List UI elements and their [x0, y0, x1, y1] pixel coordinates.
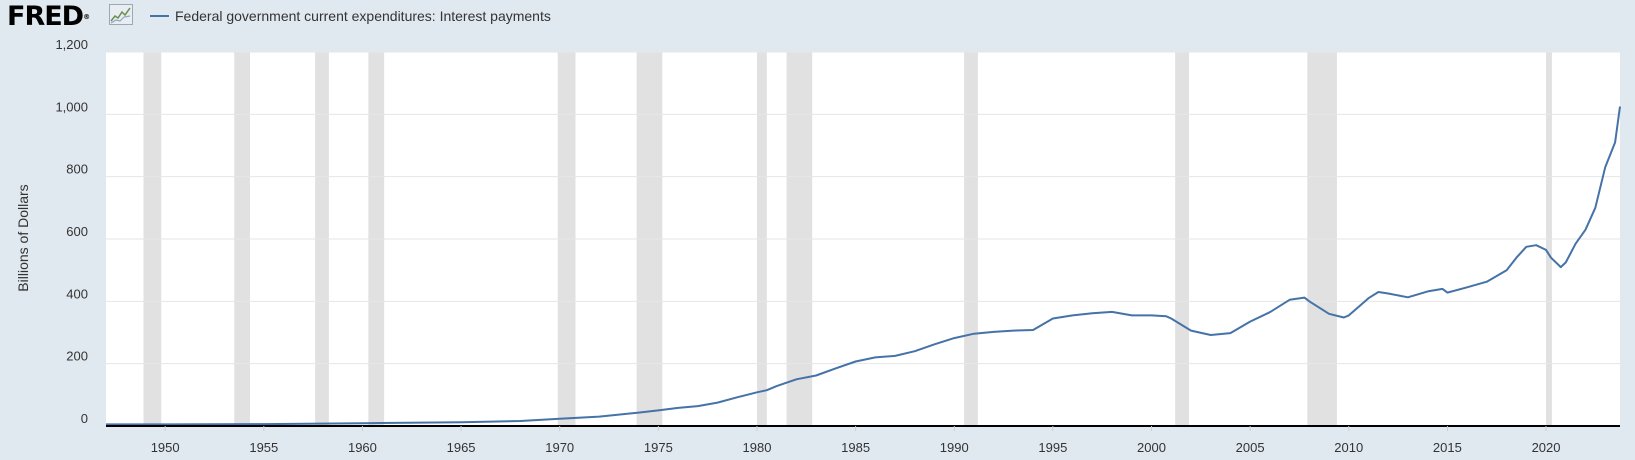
y-tick-label: 400: [66, 286, 88, 301]
x-tick-label: 2010: [1334, 440, 1363, 455]
gridlines: [106, 51, 1620, 365]
x-tick-label: 1975: [644, 440, 673, 455]
x-tick-label: 2015: [1433, 440, 1462, 455]
x-tick-label: 2005: [1236, 440, 1265, 455]
x-tick-label: 1995: [1038, 440, 1067, 455]
x-tick-label: 1980: [743, 440, 772, 455]
x-tick-label: 1985: [841, 440, 870, 455]
fred-logo-text: FRED: [7, 1, 84, 32]
x-tick-label: 1965: [447, 440, 476, 455]
y-tick-label: 1,000: [55, 99, 88, 114]
registered-mark: ®: [83, 13, 91, 21]
x-tick-label: 1990: [940, 440, 969, 455]
x-tick-label: 2000: [1137, 440, 1166, 455]
x-tick-label: 1950: [151, 440, 180, 455]
x-tick-label: 1970: [545, 440, 574, 455]
line-graph-icon: [109, 4, 133, 25]
y-tick-label: 0: [81, 411, 88, 426]
series-layer: [106, 106, 1621, 426]
y-tick-label: 600: [66, 224, 88, 239]
y-axis-label: Billions of Dollars: [15, 184, 31, 291]
y-tick-labels: 0 200 400 600 800 1,000 1,200: [55, 37, 88, 426]
y-tick-label: 800: [66, 162, 88, 177]
legend-label: Federal government current expenditures:…: [175, 8, 551, 24]
x-tick-labels: 1950 1955 1960 1965 1970 1975 1980 1985 1990 1995…: [151, 426, 1561, 455]
fred-logo[interactable]: FRED®: [7, 1, 90, 33]
x-tick-label: 1955: [249, 440, 278, 455]
chart-header: FRED® Federal government current expendi…: [0, 0, 1635, 34]
series-line-0: [106, 106, 1621, 426]
x-tick-label: 1960: [348, 440, 377, 455]
y-tick-label: 200: [66, 349, 88, 364]
chart-legend: Federal government current expenditures:…: [150, 6, 551, 26]
y-tick-label: 1,200: [55, 37, 88, 52]
legend-swatch: [150, 15, 169, 17]
x-tick-label: 2020: [1532, 440, 1561, 455]
